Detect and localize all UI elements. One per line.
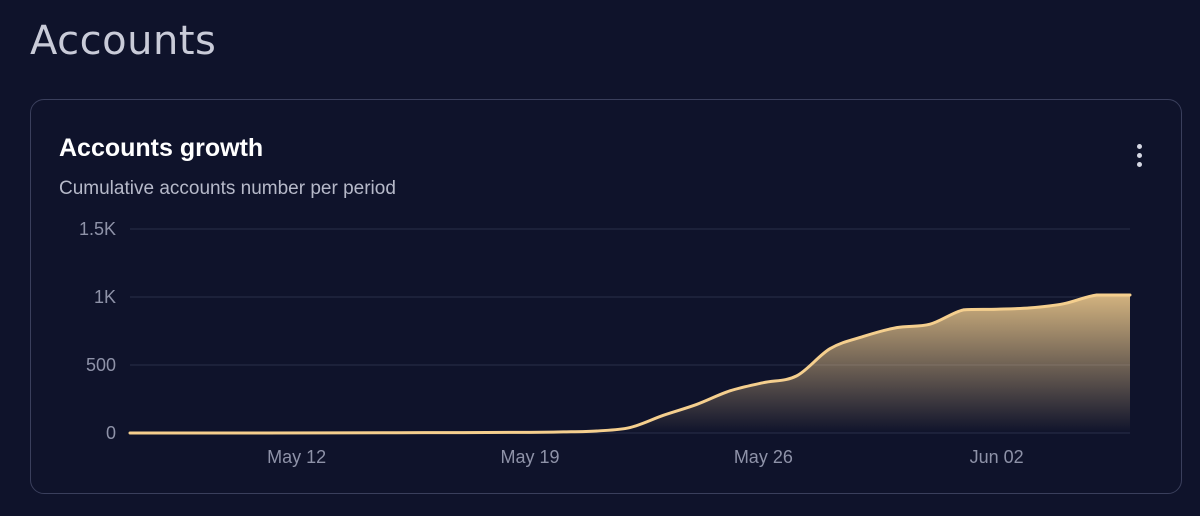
y-axis-labels: 0 500 1K 1.5K (79, 219, 116, 443)
page-title: Accounts (30, 18, 217, 64)
y-tick-label: 500 (86, 355, 116, 375)
x-axis-labels: May 12 May 19 May 26 Jun 02 (267, 447, 1024, 467)
y-tick-label: 1.5K (79, 219, 116, 239)
x-tick-label: Jun 02 (970, 447, 1024, 467)
x-tick-label: May 12 (267, 447, 326, 467)
x-tick-label: May 19 (500, 447, 559, 467)
series-line (128, 293, 1132, 435)
y-tick-label: 1K (94, 287, 116, 307)
x-tick-label: May 26 (734, 447, 793, 467)
y-tick-label: 0 (106, 423, 116, 443)
series-area (130, 294, 1130, 433)
card-title: Accounts growth (59, 134, 264, 162)
more-vertical-icon (1127, 143, 1151, 167)
card-subtitle: Cumulative accounts number per period (59, 178, 396, 199)
more-options-button[interactable] (1127, 138, 1151, 172)
